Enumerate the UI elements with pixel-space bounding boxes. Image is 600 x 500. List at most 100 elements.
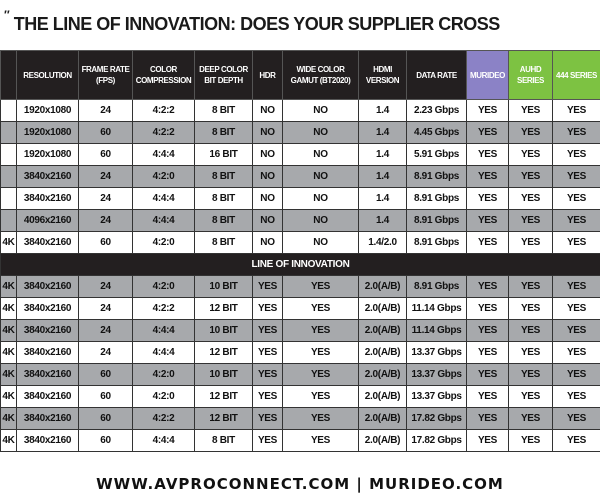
table-cell: 4:2:0: [132, 275, 195, 298]
table-cell: 1.4: [358, 165, 407, 188]
table-cell: 1920x1080: [16, 99, 79, 122]
table-cell: 3840x2160: [16, 275, 79, 298]
table-cell: NO: [282, 165, 359, 188]
table-cell: YES: [552, 385, 600, 408]
table-cell: 3840x2160: [16, 385, 79, 408]
table-cell: YES: [552, 187, 600, 210]
table-cell: 8.91 Gbps: [406, 275, 467, 298]
table-cell: YES: [508, 385, 553, 408]
column-header: HDMI VERSION: [358, 50, 407, 100]
table-row: 3840x2160 24 4:2:0 8 BIT NO NO 1.4 8.91 Gbps YES…: [0, 165, 600, 188]
table-row: 4K 3840x2160 24 4:4:4 12 BIT YES YES 2.0(A/B) 13…: [0, 341, 600, 364]
table-cell: YES: [252, 275, 283, 298]
table-cell: 10 BIT: [194, 275, 253, 298]
table-cell: YES: [552, 363, 600, 386]
table-cell: 17.82 Gbps: [406, 429, 467, 452]
table-cell: 8 BIT: [194, 429, 253, 452]
table-cell: YES: [552, 319, 600, 342]
table-cell: YES: [508, 143, 553, 166]
table-cell: 4K: [0, 407, 17, 430]
table-row: 4K 3840x2160 60 4:4:4 8 BIT YES YES 2.0(A/B) 17.…: [0, 429, 600, 452]
table-cell: YES: [466, 99, 509, 122]
table-cell: YES: [252, 363, 283, 386]
table-cell: YES: [282, 407, 359, 430]
table-cell: 60: [78, 363, 133, 386]
table-cell: NO: [252, 165, 283, 188]
table-cell: 8 BIT: [194, 231, 253, 254]
table-cell: 10 BIT: [194, 319, 253, 342]
table-cell: 4:2:2: [132, 121, 195, 144]
table-cell: 24: [78, 187, 133, 210]
table-cell: 60: [78, 407, 133, 430]
table-cell: 2.0(A/B): [358, 407, 407, 430]
table-cell: YES: [282, 429, 359, 452]
table-cell: NO: [282, 209, 359, 232]
table-cell: 3840x2160: [16, 429, 79, 452]
table-cell: 5.91 Gbps: [406, 143, 467, 166]
table-cell: [0, 99, 17, 122]
table-cell: 4:2:0: [132, 231, 195, 254]
table-cell: 3840x2160: [16, 319, 79, 342]
divider-label: LINE OF INNOVATION: [0, 253, 600, 276]
table-cell: YES: [466, 385, 509, 408]
table-cell: NO: [252, 209, 283, 232]
table-cell: 8 BIT: [194, 99, 253, 122]
table-row: 1920x1080 24 4:2:2 8 BIT NO NO 1.4 2.23 Gbps YES…: [0, 99, 600, 122]
table-cell: 24: [78, 341, 133, 364]
table-cell: 1920x1080: [16, 143, 79, 166]
table-cell: 4:4:4: [132, 187, 195, 210]
table-cell: YES: [466, 319, 509, 342]
header-row: RESOLUTION FRAME RATE (FPS) COLOR COMPRESS…: [0, 50, 600, 100]
table-cell: 2.0(A/B): [358, 297, 407, 320]
table-cell: YES: [552, 99, 600, 122]
table-row: 4096x2160 24 4:4:4 8 BIT NO NO 1.4 8.91 Gbps YES…: [0, 209, 600, 232]
title-text: THE LINE OF INNOVATION: DOES YOUR SUPPLI…: [13, 14, 501, 34]
table-cell: 4:4:4: [132, 341, 195, 364]
table-cell: YES: [466, 429, 509, 452]
table-row: 4K 3840x2160 24 4:2:2 12 BIT YES YES 2.0(A/B) 11…: [0, 297, 600, 320]
table-cell: YES: [508, 231, 553, 254]
table-cell: YES: [282, 319, 359, 342]
table-cell: YES: [508, 275, 553, 298]
table-cell: 13.37 Gbps: [406, 385, 467, 408]
table-cell: YES: [466, 341, 509, 364]
table-cell: 4:2:2: [132, 297, 195, 320]
table-row: 1920x1080 60 4:2:2 8 BIT NO NO 1.4 4.45 Gbps YES…: [0, 121, 600, 144]
table-cell: YES: [552, 165, 600, 188]
column-header: AUHD SERIES: [508, 50, 553, 100]
table-cell: 4:2:0: [132, 385, 195, 408]
table-cell: 1.4: [358, 143, 407, 166]
table-cell: 1.4/2.0: [358, 231, 407, 254]
table-cell: 2.0(A/B): [358, 429, 407, 452]
table-row: 1920x1080 60 4:4:4 16 BIT NO NO 1.4 5.91 Gbps YE…: [0, 143, 600, 166]
table-cell: 8 BIT: [194, 121, 253, 144]
table-cell: 11.14 Gbps: [406, 319, 467, 342]
table-cell: 12 BIT: [194, 297, 253, 320]
table-cell: 4:4:4: [132, 319, 195, 342]
table-cell: 4:4:4: [132, 143, 195, 166]
table-cell: 8.91 Gbps: [406, 231, 467, 254]
table-cell: 4K: [0, 341, 17, 364]
table-cell: 24: [78, 319, 133, 342]
table-cell: 2.0(A/B): [358, 341, 407, 364]
table-cell: YES: [252, 407, 283, 430]
table-cell: 24: [78, 275, 133, 298]
table-cell: 3840x2160: [16, 407, 79, 430]
table-cell: 3840x2160: [16, 341, 79, 364]
table-cell: NO: [282, 99, 359, 122]
table-cell: 12 BIT: [194, 407, 253, 430]
table-cell: YES: [466, 297, 509, 320]
table-cell: NO: [252, 99, 283, 122]
column-header: RESOLUTION: [16, 50, 79, 100]
table-cell: 4:2:2: [132, 99, 195, 122]
spec-table: RESOLUTION FRAME RATE (FPS) COLOR COMPRESS…: [0, 50, 600, 452]
column-header: DATA RATE: [406, 50, 467, 100]
table-cell: NO: [252, 121, 283, 144]
column-header: 444 SERIES: [552, 50, 600, 100]
table-row: 4K 3840x2160 60 4:2:0 10 BIT YES YES 2.0(A/B) 13…: [0, 363, 600, 386]
table-cell: NO: [282, 231, 359, 254]
column-header: [0, 50, 17, 100]
table-cell: 4K: [0, 275, 17, 298]
table-cell: 24: [78, 209, 133, 232]
table-cell: [0, 121, 17, 144]
